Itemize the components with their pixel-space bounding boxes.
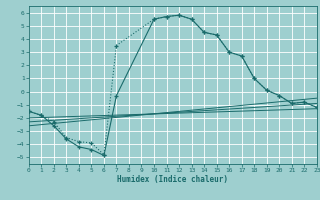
X-axis label: Humidex (Indice chaleur): Humidex (Indice chaleur): [117, 175, 228, 184]
